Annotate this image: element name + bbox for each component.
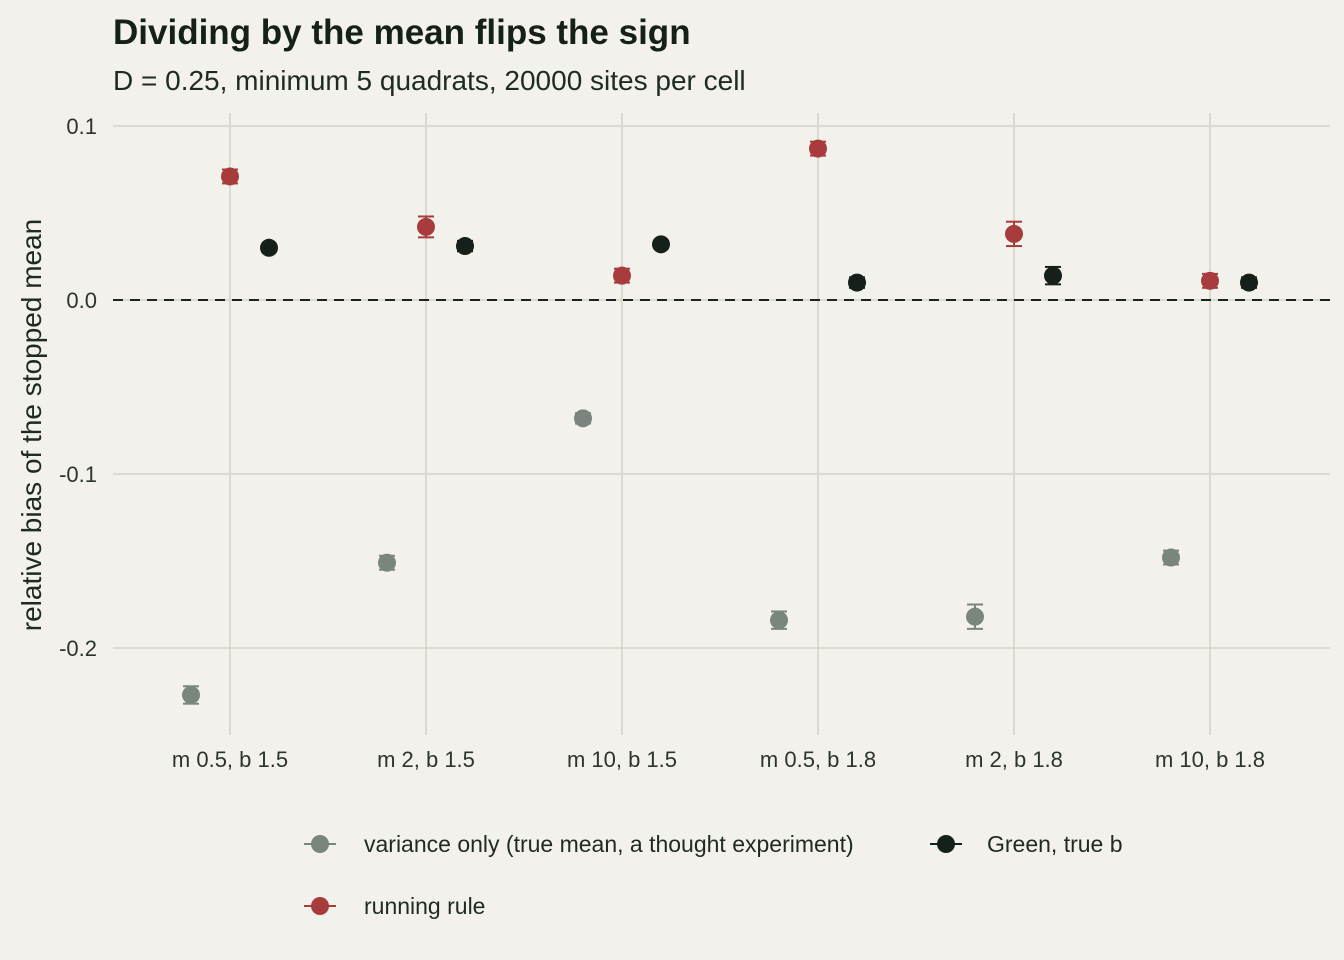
axis-layer: 0.1 0.0 -0.1 -0.2 m 0.5, b 1.5 m 2, b 1.5 m 10… xyxy=(59,114,1265,772)
legend-key-point xyxy=(311,835,329,853)
legend-label: Green, true b xyxy=(987,831,1123,857)
legend-label: variance only (true mean, a thought expe… xyxy=(364,831,854,857)
chart-title: Dividing by the mean flips the sign xyxy=(113,13,691,52)
data-point xyxy=(182,685,200,704)
data-point xyxy=(456,237,474,256)
data-point xyxy=(966,607,984,626)
legend-label: running rule xyxy=(364,893,485,919)
x-tick-label: m 10, b 1.5 xyxy=(567,747,677,772)
legend-key-point xyxy=(937,835,955,853)
data-point xyxy=(1240,273,1258,292)
data-point xyxy=(652,235,670,254)
chart-subtitle: D = 0.25, minimum 5 quadrats, 20000 site… xyxy=(113,65,746,96)
data-point xyxy=(809,139,827,158)
data-point xyxy=(260,238,278,257)
x-tick-label: m 2, b 1.5 xyxy=(377,747,475,772)
y-tick-label: -0.1 xyxy=(59,462,97,487)
x-tick-label: m 0.5, b 1.8 xyxy=(760,747,876,772)
data-point xyxy=(1162,548,1180,567)
x-tick-label: m 2, b 1.8 xyxy=(965,747,1063,772)
x-tick-label: m 0.5, b 1.5 xyxy=(172,747,288,772)
data-point xyxy=(1044,266,1062,285)
data-point xyxy=(417,217,435,236)
data-point xyxy=(1201,271,1219,290)
data-point xyxy=(574,409,592,428)
grid-layer xyxy=(113,113,1330,735)
legend: variance only (true mean, a thought expe… xyxy=(304,831,1123,919)
data-point xyxy=(613,266,631,285)
legend-key-point xyxy=(311,897,329,915)
x-tick-label: m 10, b 1.8 xyxy=(1155,747,1265,772)
marks-layer xyxy=(182,139,1258,705)
y-tick-label: 0.0 xyxy=(66,288,97,313)
data-point xyxy=(848,273,866,292)
y-axis-label: relative bias of the stopped mean xyxy=(16,219,47,631)
data-point xyxy=(1005,224,1023,243)
data-point xyxy=(770,611,788,630)
y-tick-label: -0.2 xyxy=(59,636,97,661)
data-point xyxy=(221,167,239,186)
y-tick-label: 0.1 xyxy=(66,114,97,139)
data-point xyxy=(378,553,396,572)
